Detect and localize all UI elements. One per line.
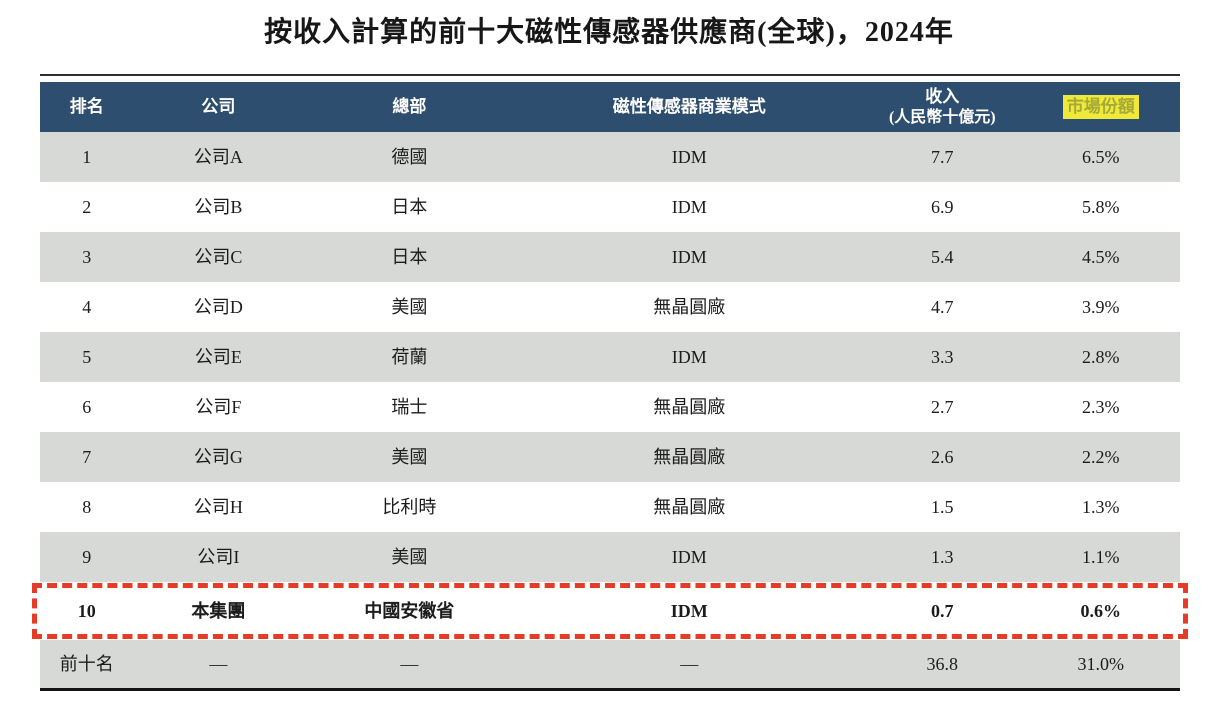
cell-share: 0.6% [1080,600,1121,621]
cell-hq: 美國 [391,546,428,567]
cell-company: 公司C [194,246,243,267]
cell-hq: 荷蘭 [391,346,428,367]
cell-revenue: 4.7 [931,296,954,317]
cell-rank: 1 [82,146,92,167]
cell-model: IDM [671,246,707,267]
header-revenue: 收入 (人民幣十億元) [863,82,1021,132]
header-headquarters: 總部 [303,82,515,132]
cell-hq: 日本 [391,246,428,267]
cell-model: IDM [671,346,707,367]
cell-hq: 德國 [391,146,428,167]
header-market-share-label: 市場份額 [1062,95,1139,119]
cell-company: 公司E [194,346,242,367]
cell-model: IDM [670,600,708,621]
cell-model: 無晶圓廠 [653,446,726,467]
cell-company: 公司A [193,146,243,167]
header-company: 公司 [133,82,303,132]
cell-model: — [680,653,699,674]
cell-company: 公司F [195,396,242,417]
header-business-model: 磁性傳感器商業模式 [515,82,863,132]
cell-rank: 3 [82,246,92,267]
cell-revenue: 7.7 [931,146,954,167]
table-title: 按收入計算的前十大磁性傳感器供應商(全球)，2024年 [264,17,954,48]
table-row: 5 公司E 荷蘭 IDM 3.3 2.8% [40,332,1180,382]
cell-share: 5.8% [1081,196,1120,217]
cell-share: 2.8% [1081,346,1120,367]
table-row: 8 公司H 比利時 無晶圓廠 1.5 1.3% [40,482,1180,532]
cell-rank: 5 [82,346,92,367]
cell-hq: 美國 [391,446,428,467]
header-revenue-label: 收入 [925,87,960,107]
table-row-total: 前十名 — — — 36.8 31.0% [40,640,1180,688]
cell-revenue: 0.7 [931,600,954,621]
table-row: 9 公司I 美國 IDM 1.3 1.1% [40,532,1180,582]
cell-model: IDM [671,196,707,217]
table-body: 1 公司A 德國 IDM 7.7 6.5% 2 公司B 日本 IDM 6.9 5.8% 3 公司C 日本 ID… [32,132,1188,688]
cell-model: IDM [671,146,707,167]
cell-share: 3.9% [1081,296,1120,317]
table-row: 1 公司A 德國 IDM 7.7 6.5% [40,132,1180,182]
cell-company: 公司D [193,296,243,317]
cell-share: 1.3% [1081,496,1120,517]
header-business-model-label: 磁性傳感器商業模式 [612,97,766,117]
header-rank: 排名 [40,82,133,132]
header-company-label: 公司 [201,97,236,117]
table-row: 6 公司F 瑞士 無晶圓廠 2.7 2.3% [40,382,1180,432]
table-header-row: 排名 公司 總部 磁性傳感器商業模式 收入 (人民幣十億元) 市場份額 [40,82,1180,132]
table-row-highlighted: 10 本集團 中國安徽省 IDM 0.7 0.6% [32,582,1188,640]
table-top-rule [40,74,1180,76]
cell-rank: 9 [82,546,92,567]
cell-model: IDM [671,546,707,567]
cell-share: 1.1% [1081,546,1120,567]
header-rank-label: 排名 [69,97,104,117]
cell-hq: 美國 [391,296,428,317]
header-headquarters-label: 總部 [392,97,427,117]
cell-revenue: 3.3 [931,346,954,367]
cell-rank: 8 [82,496,92,517]
table-row: 4 公司D 美國 無晶圓廠 4.7 3.9% [40,282,1180,332]
table-row: 3 公司C 日本 IDM 5.4 4.5% [40,232,1180,282]
table-bottom-rule [40,688,1180,691]
cell-rank: 6 [82,396,92,417]
table-row: 7 公司G 美國 無晶圓廠 2.6 2.2% [40,432,1180,482]
cell-company: 本集團 [191,600,246,621]
cell-company: 公司H [193,496,243,517]
cell-revenue: 1.5 [931,496,954,517]
cell-model: 無晶圓廠 [653,396,726,417]
cell-hq: 日本 [391,196,428,217]
cell-hq: 瑞士 [391,396,428,417]
cell-rank: 7 [82,446,92,467]
cell-share: 6.5% [1081,146,1120,167]
cell-company: 公司G [193,446,243,467]
cell-revenue: 5.4 [931,246,954,267]
cell-revenue: 1.3 [931,546,954,567]
cell-revenue: 36.8 [926,653,959,674]
cell-rank: 10 [77,600,96,621]
cell-hq: 比利時 [382,496,437,517]
cell-model: 無晶圓廠 [653,496,726,517]
cell-rank: 前十名 [59,653,114,674]
cell-revenue: 2.6 [931,446,954,467]
cell-hq: — [400,653,419,674]
suppliers-table: 排名 公司 總部 磁性傳感器商業模式 收入 (人民幣十億元) 市場份額 1 公司A… [32,74,1188,691]
cell-share: 31.0% [1077,653,1124,674]
cell-revenue: 6.9 [931,196,954,217]
cell-rank: 4 [82,296,92,317]
cell-rank: 2 [82,196,92,217]
table-row: 2 公司B 日本 IDM 6.9 5.8% [40,182,1180,232]
cell-model: 無晶圓廠 [653,296,726,317]
cell-hq: 中國安徽省 [364,600,455,621]
header-market-share: 市場份額 [1022,82,1180,132]
cell-share: 2.3% [1081,396,1120,417]
cell-company: 公司I [197,546,240,567]
cell-company: — [209,653,228,674]
cell-share: 4.5% [1081,246,1120,267]
cell-revenue: 2.7 [931,396,954,417]
header-revenue-unit: (人民幣十億元) [888,108,996,126]
cell-share: 2.2% [1081,446,1120,467]
cell-company: 公司B [194,196,243,217]
